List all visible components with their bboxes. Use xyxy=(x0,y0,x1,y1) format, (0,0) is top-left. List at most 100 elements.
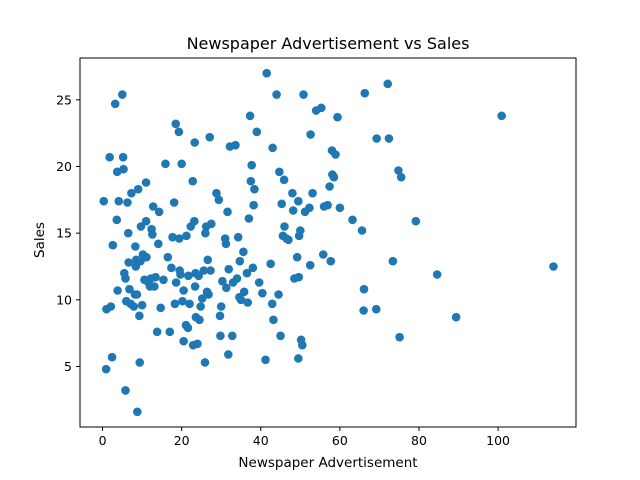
data-point xyxy=(326,256,336,266)
data-point xyxy=(132,290,142,299)
data-point xyxy=(188,176,198,186)
y-tick-label: 20 xyxy=(56,159,72,174)
data-point xyxy=(165,327,175,337)
data-point xyxy=(372,134,381,143)
data-point xyxy=(280,222,289,231)
data-point xyxy=(119,164,128,174)
data-point xyxy=(239,287,249,297)
data-point xyxy=(168,232,177,242)
data-point xyxy=(133,407,142,417)
data-point xyxy=(121,386,130,395)
data-point xyxy=(348,215,357,225)
data-point xyxy=(118,152,128,162)
data-point xyxy=(152,327,162,337)
data-point xyxy=(118,90,127,99)
data-point xyxy=(107,352,117,362)
data-point xyxy=(246,176,256,186)
data-point xyxy=(371,304,381,314)
data-point xyxy=(294,196,303,206)
data-point xyxy=(294,354,303,363)
data-point xyxy=(236,295,246,305)
data-point xyxy=(274,290,283,299)
data-point xyxy=(262,68,271,78)
data-point xyxy=(316,103,326,113)
data-point xyxy=(549,262,558,271)
data-point xyxy=(254,278,264,287)
data-point xyxy=(101,364,111,374)
y-tick-label: 15 xyxy=(56,226,72,241)
data-point xyxy=(176,270,185,279)
data-point xyxy=(227,331,237,341)
data-point xyxy=(215,311,225,321)
data-point xyxy=(170,299,180,309)
data-point xyxy=(190,138,199,147)
data-point xyxy=(306,130,315,139)
data-point xyxy=(252,127,262,137)
data-point xyxy=(394,166,403,175)
data-point xyxy=(269,315,278,325)
y-tick-label: 25 xyxy=(56,92,72,107)
data-point xyxy=(333,112,342,122)
data-point xyxy=(396,172,406,182)
data-point xyxy=(497,111,506,121)
data-point xyxy=(148,230,157,239)
data-point xyxy=(114,196,124,206)
data-point xyxy=(239,247,248,257)
data-point xyxy=(141,178,151,187)
data-point xyxy=(167,263,176,273)
data-point xyxy=(171,278,181,287)
data-point xyxy=(247,160,256,170)
data-point xyxy=(323,200,332,210)
data-point xyxy=(329,172,339,182)
data-point xyxy=(123,198,132,207)
data-point xyxy=(142,252,151,262)
data-point xyxy=(305,203,314,213)
data-point xyxy=(244,214,254,223)
data-point xyxy=(177,159,186,169)
points-layer xyxy=(99,68,558,417)
data-point xyxy=(171,119,181,129)
data-point xyxy=(258,288,267,298)
data-point xyxy=(248,263,258,273)
data-point xyxy=(233,232,243,242)
data-point xyxy=(183,323,193,333)
data-point xyxy=(395,332,404,342)
data-point xyxy=(224,350,233,359)
data-point xyxy=(105,152,114,162)
data-point xyxy=(288,206,298,215)
data-point xyxy=(174,127,184,137)
data-point xyxy=(216,331,225,341)
data-point xyxy=(297,340,307,350)
data-point xyxy=(212,188,221,198)
data-point xyxy=(331,150,340,159)
data-point xyxy=(288,188,297,198)
data-point xyxy=(359,306,368,315)
data-point xyxy=(136,222,146,231)
data-point xyxy=(193,339,202,349)
data-point xyxy=(196,302,205,311)
data-point xyxy=(179,286,188,295)
data-point xyxy=(357,226,367,235)
data-point xyxy=(174,234,184,243)
data-point xyxy=(359,284,369,294)
data-point xyxy=(106,302,116,311)
data-point xyxy=(222,283,231,293)
data-point xyxy=(169,198,179,207)
data-point xyxy=(292,252,302,262)
x-tick-label: 40 xyxy=(253,433,269,448)
data-point xyxy=(279,175,289,185)
data-point xyxy=(360,88,370,98)
x-tick-label: 100 xyxy=(486,433,510,448)
data-point xyxy=(123,228,133,238)
data-point xyxy=(266,259,275,269)
x-axis-label: Newspaper Advertisement xyxy=(238,455,417,471)
data-point xyxy=(133,184,143,194)
data-point xyxy=(127,188,136,198)
data-point xyxy=(206,266,215,275)
x-tick-label: 80 xyxy=(411,433,427,448)
data-point xyxy=(154,239,163,249)
data-point xyxy=(218,276,227,286)
data-point xyxy=(284,235,293,245)
data-point xyxy=(232,274,242,283)
